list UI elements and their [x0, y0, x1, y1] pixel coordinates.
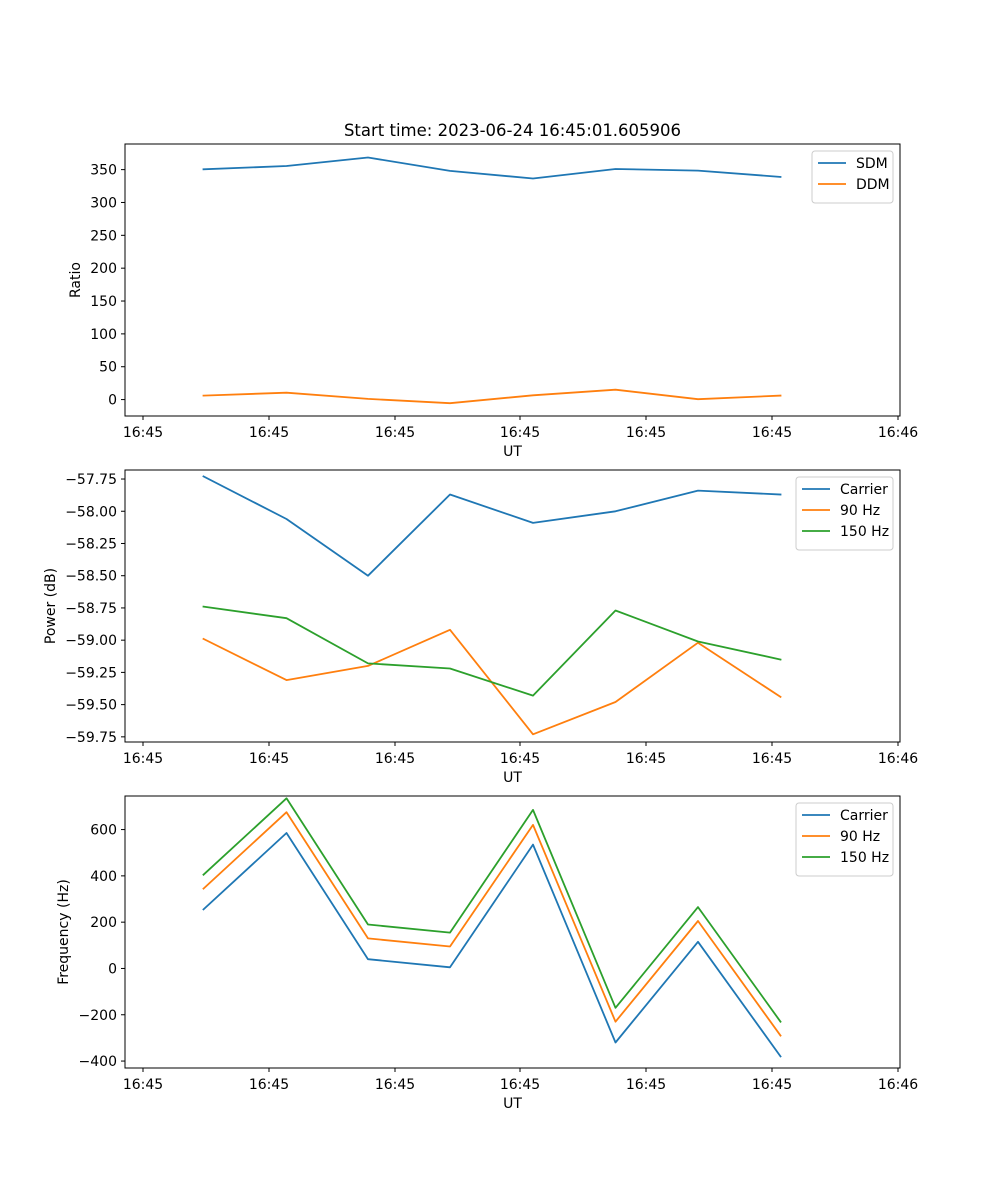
x-axis-label: UT: [503, 1096, 522, 1112]
legend-label: 90 Hz: [840, 829, 880, 845]
y-axis-label: Frequency (Hz): [56, 879, 72, 985]
y-tick-label: 300: [90, 195, 117, 211]
y-tick-label: 0: [108, 393, 117, 409]
x-tick-label: 16:46: [878, 751, 918, 767]
legend-label: 150 Hz: [840, 850, 889, 866]
y-tick-label: −59.25: [65, 665, 117, 681]
x-tick-label: 16:46: [878, 425, 918, 441]
y-tick-label: 150: [90, 294, 117, 310]
x-tick-label: 16:45: [500, 425, 540, 441]
figure-title: Start time: 2023-06-24 16:45:01.605906: [344, 121, 681, 140]
ratio-panel: 16:45 16:45 16:45 16:45 16:45 16:45 16:46 UT 0 50…: [68, 143, 918, 460]
x-tick-label: 16:45: [123, 425, 163, 441]
y-axis-label: Ratio: [68, 262, 84, 298]
legend-label: DDM: [856, 177, 890, 193]
x-tick-label: 16:45: [626, 751, 666, 767]
y-tick-label: −59.00: [65, 633, 117, 649]
y-tick-label: 600: [90, 823, 117, 839]
x-tick-label: 16:45: [123, 751, 163, 767]
y-tick-label: 350: [90, 163, 117, 179]
legend: Carrier 90 Hz 150 Hz: [795, 476, 894, 551]
legend: Carrier 90 Hz 150 Hz: [795, 802, 894, 877]
x-tick-label: 16:45: [500, 1077, 540, 1093]
x-tick-label: 16:45: [123, 1077, 163, 1093]
x-tick-label: 16:45: [752, 751, 792, 767]
y-tick-label: −58.25: [65, 536, 117, 552]
legend-label: 90 Hz: [840, 503, 880, 519]
y-tick-label: 200: [90, 261, 117, 277]
y-tick-label: −58.75: [65, 601, 117, 617]
series-line-150-hz: [202, 605, 782, 697]
y-tick-label: 250: [90, 228, 117, 244]
y-tick-label: −400: [79, 1054, 117, 1070]
y-tick-label: −58.00: [65, 504, 117, 520]
x-tick-label: 16:46: [878, 1077, 918, 1093]
y-tick-label: 200: [90, 915, 117, 931]
legend: SDM DDM: [811, 150, 894, 204]
y-tick-label: −57.75: [65, 472, 117, 488]
series-line-carrier: [202, 832, 782, 1058]
legend-box: [811, 150, 894, 204]
series-line-150-hz: [202, 797, 782, 1023]
y-tick-label: −58.50: [65, 569, 117, 585]
y-axis-label: Power (dB): [43, 568, 59, 644]
axes-frame: [124, 469, 901, 743]
x-tick-label: 16:45: [375, 1077, 415, 1093]
legend-label: 150 Hz: [840, 524, 889, 540]
series-line-ddm: [202, 388, 782, 405]
y-tick-label: 0: [108, 961, 117, 977]
axes-frame: [124, 795, 901, 1069]
y-tick-label: 100: [90, 327, 117, 343]
x-tick-label: 16:45: [249, 751, 289, 767]
x-tick-label: 16:45: [375, 425, 415, 441]
series-line-90-hz: [202, 811, 782, 1037]
power-panel: 16:45 16:45 16:45 16:45 16:45 16:45 16:46 UT −57…: [43, 469, 918, 786]
frequency-panel: 16:45 16:45 16:45 16:45 16:45 16:45 16:46 UT −40…: [56, 795, 918, 1112]
x-axis-label: UT: [503, 770, 522, 786]
x-tick-label: 16:45: [500, 751, 540, 767]
legend-label: Carrier: [840, 482, 888, 498]
series-line-carrier: [202, 475, 782, 577]
x-tick-label: 16:45: [752, 1077, 792, 1093]
x-tick-label: 16:45: [249, 1077, 289, 1093]
y-tick-label: 400: [90, 869, 117, 885]
x-tick-label: 16:45: [249, 425, 289, 441]
y-tick-label: −200: [79, 1008, 117, 1024]
legend-label: SDM: [856, 156, 888, 172]
legend-label: Carrier: [840, 808, 888, 824]
series-line-sdm: [202, 156, 782, 180]
x-tick-label: 16:45: [626, 425, 666, 441]
x-tick-label: 16:45: [375, 751, 415, 767]
axes-frame: [124, 143, 901, 417]
y-tick-label: −59.50: [65, 698, 117, 714]
x-axis-label: UT: [503, 444, 522, 460]
x-tick-label: 16:45: [752, 425, 792, 441]
x-tick-label: 16:45: [626, 1077, 666, 1093]
y-tick-label: 50: [99, 360, 117, 376]
y-tick-label: −59.75: [65, 730, 117, 746]
